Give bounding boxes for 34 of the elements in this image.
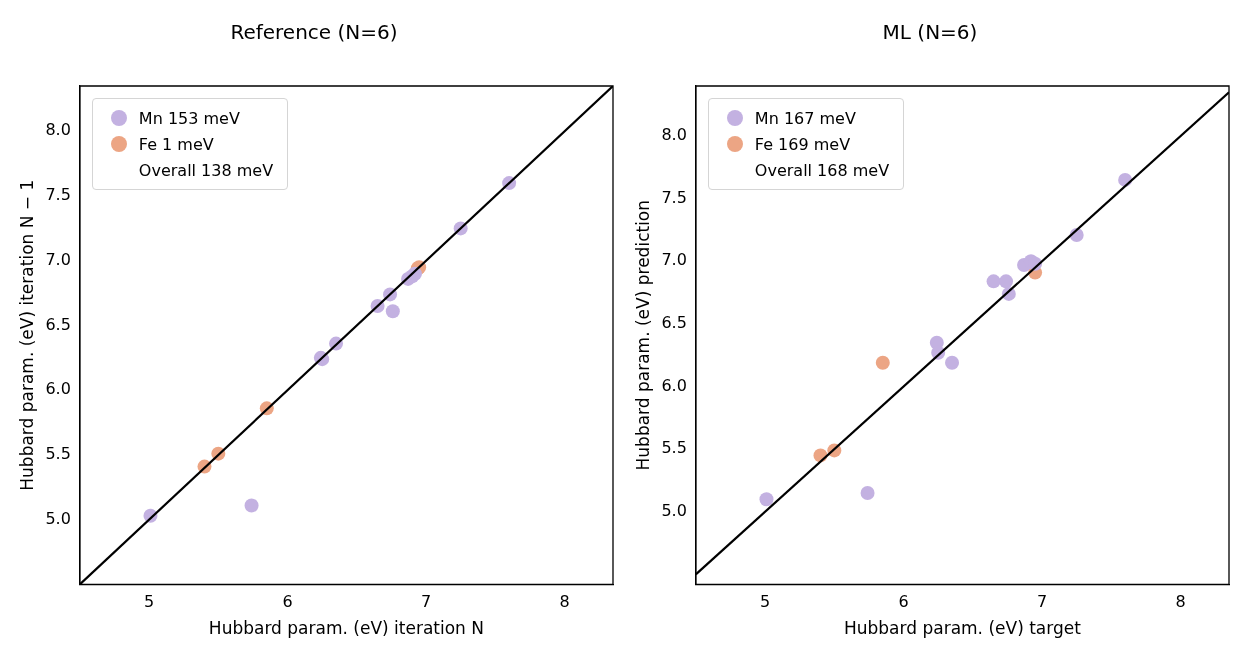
chart-title: Reference (N=6): [230, 20, 398, 45]
legend-label: Fe 1 meV: [138, 134, 214, 154]
annotation: Overall 138 meV: [138, 160, 274, 180]
y-axis-title: Hubbard param. (eV) prediction: [632, 199, 653, 471]
chart-title: ML (N=6): [882, 20, 978, 45]
y-axis-title: Hubbard param. (eV) iteration N − 1: [16, 179, 37, 491]
y-tick-label: 8.0: [45, 120, 71, 140]
x-tick-label: 6: [282, 592, 293, 612]
x-tick-label: 5: [143, 592, 155, 612]
y-tick-label: 8.0: [661, 125, 687, 145]
legend-label: Mn 167 meV: [754, 108, 856, 128]
x-tick-label: 7: [1036, 592, 1048, 612]
x-tick-label: 5: [759, 592, 771, 612]
y-tick-label: 7.5: [45, 185, 71, 205]
x-tick-label: 6: [898, 592, 909, 612]
annotation: Overall 168 meV: [754, 160, 890, 180]
x-tick-label: 7: [420, 592, 432, 612]
y-tick-label: 5.0: [45, 508, 71, 528]
y-tick-label: 5.0: [661, 500, 687, 520]
y-tick-label: 7.0: [45, 249, 71, 269]
x-axis-title: Hubbard param. (eV) target: [843, 618, 1082, 639]
y-tick-label: 5.5: [661, 438, 687, 458]
legend-label: Mn 153 meV: [138, 108, 240, 128]
y-tick-label: 7.0: [661, 250, 687, 270]
x-tick-label: 8: [1175, 592, 1186, 612]
y-tick-label: 5.5: [45, 444, 71, 464]
x-tick-label: 8: [559, 592, 570, 612]
legend-label: Fe 169 meV: [754, 134, 851, 154]
y-tick-label: 6.0: [661, 375, 687, 395]
y-tick-label: 6.5: [661, 313, 687, 333]
x-axis-title: Hubbard param. (eV) iteration N: [208, 618, 484, 639]
y-tick-label: 6.5: [45, 314, 71, 334]
y-tick-label: 7.5: [661, 187, 687, 207]
y-tick-label: 6.0: [45, 379, 71, 399]
